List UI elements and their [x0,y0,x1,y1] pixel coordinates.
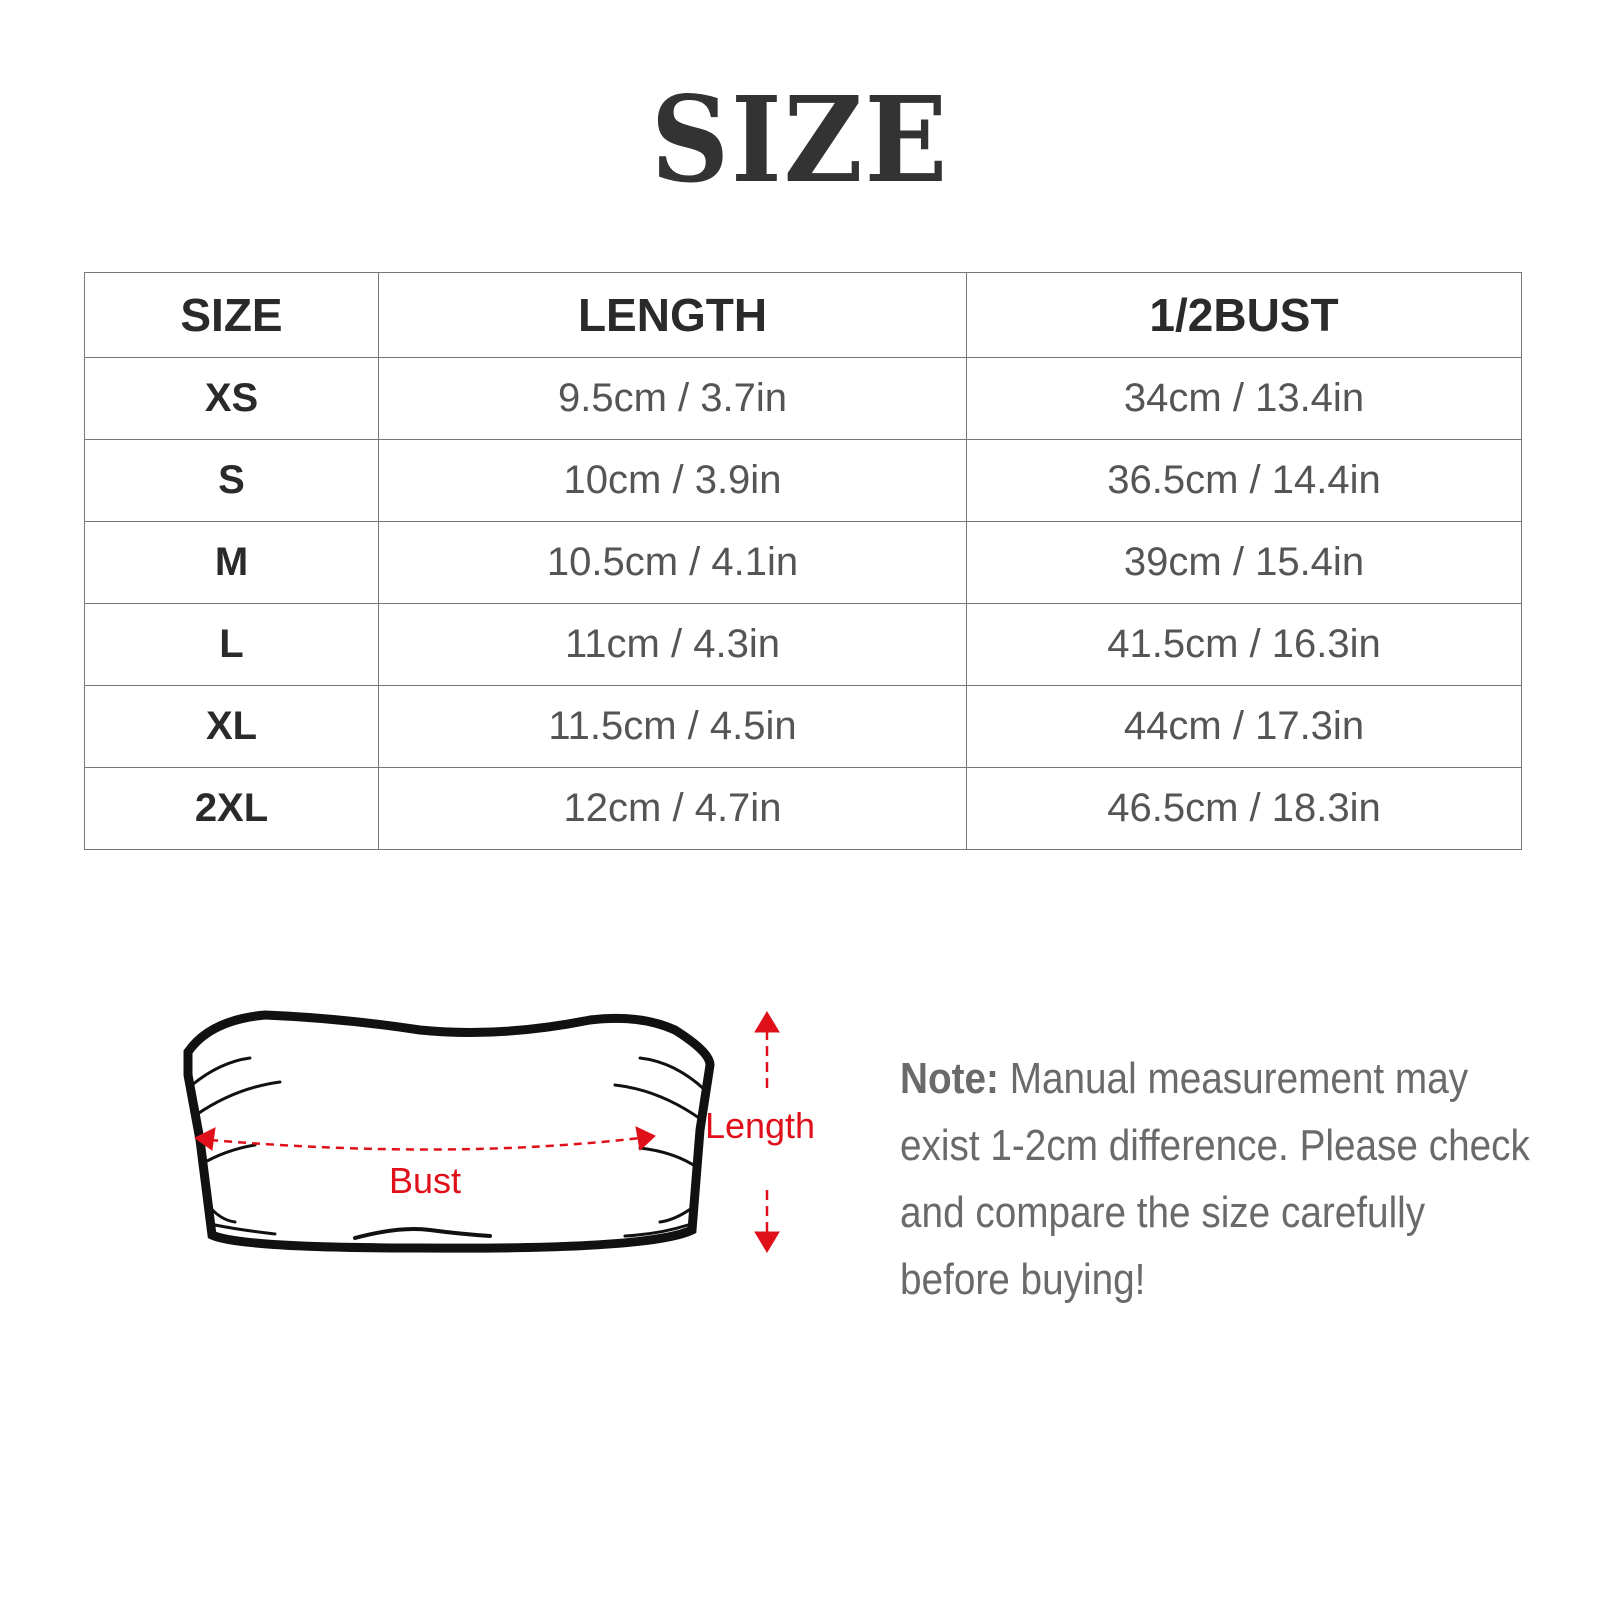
arrow-up-icon [754,1011,780,1033]
length-measure-line [754,1011,780,1253]
note-label: Note: [900,1054,999,1103]
garment-diagram: Bust Length [183,1010,815,1253]
bust-cell: 44cm / 17.3in [966,685,1522,768]
garment-outline [183,1010,715,1253]
bust-cell: 41.5cm / 16.3in [966,603,1522,686]
bust-cell: 39cm / 15.4in [966,521,1522,604]
arrow-right-icon [635,1126,656,1151]
table-row: 2XL 12cm / 4.7in 46.5cm / 18.3in [84,767,1522,850]
bust-cell: 34cm / 13.4in [966,357,1522,440]
page-title: SIZE [650,70,950,209]
size-cell: S [84,439,379,522]
length-label: Length [705,1105,815,1146]
length-cell: 11.5cm / 4.5in [378,685,967,768]
length-cell: 11cm / 4.3in [378,603,967,686]
table-row: XL 11.5cm / 4.5in 44cm / 17.3in [84,685,1522,768]
length-cell: 12cm / 4.7in [378,767,967,850]
size-table: SIZE LENGTH 1/2BUST XS 9.5cm / 3.7in 34cm … [84,272,1522,850]
table-row: M 10.5cm / 4.1in 39cm / 15.4in [84,521,1522,604]
table-row: XS 9.5cm / 3.7in 34cm / 13.4in [84,357,1522,440]
size-cell: XL [84,685,379,768]
size-cell: XS [84,357,379,440]
header-length: LENGTH [378,272,967,358]
table-header-row: SIZE LENGTH 1/2BUST [84,272,1522,358]
table-row: L 11cm / 4.3in 41.5cm / 16.3in [84,603,1522,686]
header-bust: 1/2BUST [966,272,1522,358]
size-cell: L [84,603,379,686]
arrow-left-icon [194,1127,216,1151]
length-cell: 10.5cm / 4.1in [378,521,967,604]
table-row: S 10cm / 3.9in 36.5cm / 14.4in [84,439,1522,522]
bust-label: Bust [389,1160,461,1201]
note-body: Manual measurement may exist 1-2cm diffe… [900,1054,1530,1304]
size-cell: M [84,521,379,604]
note-text: Note: Manual measurement may exist 1-2cm… [900,1045,1534,1313]
size-cell: 2XL [84,767,379,850]
bust-measure-line [194,1126,656,1151]
arrow-down-icon [754,1231,780,1253]
length-cell: 9.5cm / 3.7in [378,357,967,440]
header-size: SIZE [84,272,379,358]
bust-cell: 36.5cm / 14.4in [966,439,1522,522]
length-cell: 10cm / 3.9in [378,439,967,522]
bust-cell: 46.5cm / 18.3in [966,767,1522,850]
